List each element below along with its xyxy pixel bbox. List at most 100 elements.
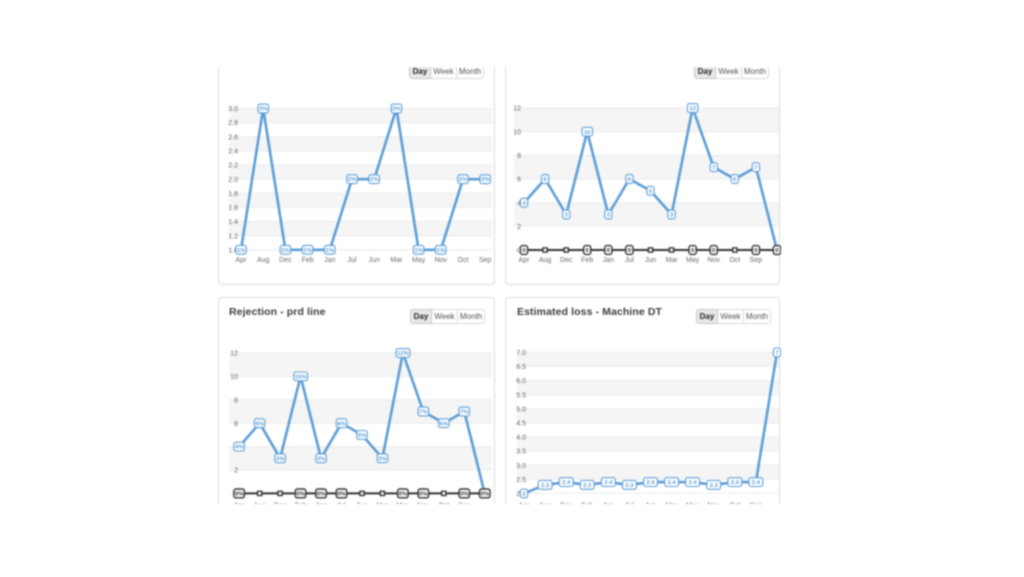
svg-text:3.0: 3.0 [516, 463, 526, 470]
svg-text:3%: 3% [276, 456, 285, 462]
svg-text:12: 12 [689, 106, 696, 112]
svg-text:May: May [412, 257, 426, 264]
svg-text:10: 10 [584, 130, 591, 136]
svg-text:1.0: 1.0 [228, 247, 238, 254]
svg-text:12: 12 [230, 351, 238, 358]
svg-text:6%: 6% [255, 421, 264, 427]
svg-text:0%: 0% [317, 492, 326, 498]
svg-text:Feb: Feb [302, 257, 314, 264]
svg-text:1%: 1% [326, 248, 335, 254]
svg-text:7%: 7% [419, 410, 428, 416]
svg-text:5.0: 5.0 [516, 406, 526, 413]
svg-text:6: 6 [517, 177, 521, 184]
svg-text:4.0: 4.0 [516, 435, 526, 442]
svg-text:2%: 2% [481, 177, 490, 183]
svg-text:2.5: 2.5 [516, 477, 526, 484]
svg-text:2.4: 2.4 [646, 480, 655, 486]
svg-text:3%: 3% [259, 107, 268, 113]
svg-text:Jul: Jul [348, 257, 357, 264]
svg-text:Feb: Feb [581, 257, 593, 264]
svg-text:3: 3 [607, 213, 611, 219]
svg-text:2.0: 2.0 [228, 177, 238, 184]
svg-text:1.8: 1.8 [228, 191, 238, 198]
svg-text:2: 2 [234, 468, 238, 475]
svg-text:Nov: Nov [435, 257, 448, 264]
svg-text:7: 7 [754, 165, 758, 171]
svg-text:Oct: Oct [729, 257, 740, 264]
svg-text:2%: 2% [459, 177, 468, 183]
svg-text:0: 0 [586, 248, 590, 254]
svg-text:1%: 1% [281, 248, 290, 254]
svg-text:2.4: 2.4 [731, 480, 740, 486]
svg-text:10%: 10% [295, 375, 308, 381]
svg-text:2.4: 2.4 [752, 480, 761, 486]
svg-text:1%: 1% [437, 248, 446, 254]
svg-text:10: 10 [230, 374, 238, 381]
svg-text:0: 0 [607, 248, 611, 254]
svg-text:1%: 1% [414, 248, 423, 254]
svg-text:2: 2 [517, 224, 521, 231]
svg-text:1.6: 1.6 [228, 205, 238, 212]
svg-text:3.0: 3.0 [228, 106, 238, 113]
svg-text:12%: 12% [397, 351, 410, 357]
svg-text:2.6: 2.6 [228, 134, 238, 141]
svg-text:8: 8 [517, 153, 521, 160]
svg-text:Aug: Aug [257, 257, 270, 264]
svg-text:0%: 0% [337, 492, 346, 498]
svg-text:2.3: 2.3 [710, 483, 719, 489]
svg-text:Apr: Apr [519, 257, 531, 264]
svg-text:Jun: Jun [645, 257, 656, 264]
svg-text:2%: 2% [370, 177, 379, 183]
svg-text:6: 6 [733, 177, 737, 183]
svg-text:0: 0 [517, 248, 521, 255]
svg-text:1%: 1% [303, 248, 312, 254]
svg-text:1.2: 1.2 [228, 233, 238, 240]
svg-text:Oct: Oct [458, 257, 469, 264]
svg-text:Jun: Jun [369, 257, 380, 264]
svg-text:6.0: 6.0 [516, 378, 526, 385]
svg-text:0%: 0% [480, 492, 489, 498]
svg-text:1%: 1% [237, 248, 246, 254]
svg-text:2.8: 2.8 [228, 120, 238, 127]
svg-text:2.3: 2.3 [541, 483, 550, 489]
svg-text:10: 10 [513, 129, 521, 136]
svg-text:Nov: Nov [707, 257, 720, 264]
svg-text:3%: 3% [317, 456, 326, 462]
svg-text:0: 0 [754, 248, 758, 254]
svg-text:0: 0 [628, 248, 632, 254]
svg-text:6: 6 [234, 421, 238, 428]
svg-text:2.4: 2.4 [604, 480, 613, 486]
svg-text:5: 5 [649, 189, 653, 195]
svg-text:0%: 0% [235, 492, 244, 498]
svg-text:12: 12 [513, 106, 521, 113]
svg-text:4: 4 [522, 201, 526, 207]
svg-text:0%: 0% [460, 492, 469, 498]
svg-text:0%: 0% [399, 492, 408, 498]
svg-text:6.5: 6.5 [516, 364, 526, 371]
svg-text:3%: 3% [378, 456, 387, 462]
svg-text:2.3: 2.3 [625, 483, 634, 489]
svg-text:Jan: Jan [603, 257, 614, 264]
svg-text:5.5: 5.5 [516, 392, 526, 399]
svg-text:5%: 5% [358, 433, 367, 439]
svg-text:Sep: Sep [479, 257, 492, 264]
svg-text:2%: 2% [348, 177, 357, 183]
svg-text:0: 0 [712, 248, 716, 254]
svg-text:4: 4 [517, 200, 521, 207]
svg-text:4.5: 4.5 [516, 421, 526, 428]
svg-text:Aug: Aug [539, 257, 552, 264]
svg-text:2: 2 [522, 492, 526, 498]
svg-text:3%: 3% [392, 107, 401, 113]
svg-text:4%: 4% [235, 445, 244, 451]
svg-text:2.3: 2.3 [583, 483, 592, 489]
svg-text:7: 7 [712, 165, 716, 171]
svg-text:0: 0 [775, 248, 779, 254]
svg-text:2.2: 2.2 [228, 163, 238, 170]
svg-text:7: 7 [775, 351, 779, 357]
svg-text:6%: 6% [440, 421, 449, 427]
svg-text:Dec: Dec [279, 257, 292, 264]
svg-text:0: 0 [691, 248, 695, 254]
svg-text:Mar: Mar [390, 257, 403, 264]
svg-text:May: May [686, 257, 700, 264]
svg-text:2.4: 2.4 [667, 480, 676, 486]
